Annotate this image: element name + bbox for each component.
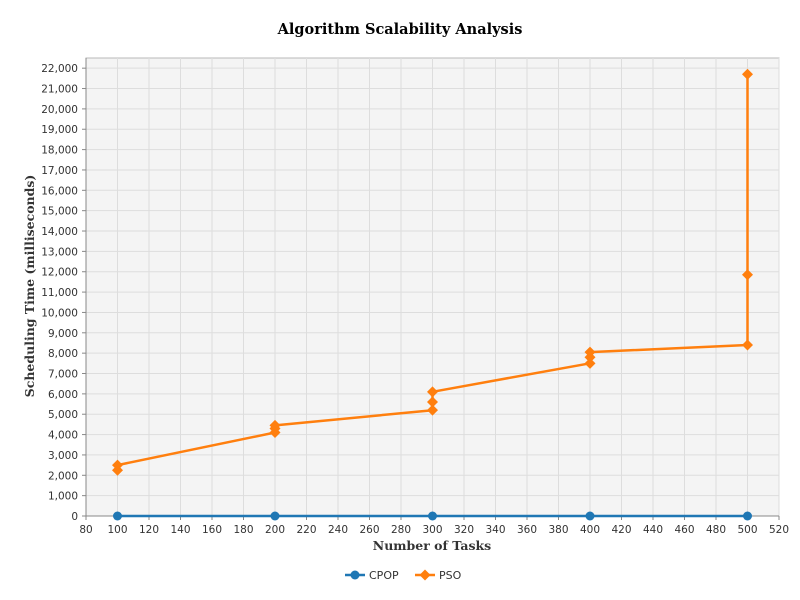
x-tick-label: 100 — [107, 524, 127, 536]
data-point — [270, 511, 280, 521]
x-tick-label: 520 — [769, 524, 789, 536]
x-tick-label: 140 — [170, 524, 190, 536]
x-tick-label: 260 — [359, 524, 379, 536]
legend-marker — [419, 569, 431, 581]
data-point — [112, 459, 123, 471]
legend-item-pso: PSO — [415, 569, 462, 582]
x-tick-label: 460 — [674, 524, 694, 536]
x-tick-label: 480 — [706, 524, 726, 536]
data-point — [428, 511, 437, 521]
series — [112, 68, 753, 521]
x-tick-label: 320 — [454, 524, 474, 536]
y-tick-label: 14,000 — [41, 226, 78, 238]
x-tick-label: 80 — [79, 524, 92, 536]
y-tick-label: 20,000 — [41, 104, 78, 116]
x-tick-label: 300 — [422, 524, 442, 536]
x-tick-label: 420 — [611, 524, 631, 536]
legend: CPOP PSO — [345, 569, 462, 582]
y-tick-label: 4,000 — [48, 430, 78, 442]
y-tick-label: 1,000 — [48, 491, 78, 503]
x-axis-label: Number of Tasks — [373, 538, 491, 553]
x-tick-label: 220 — [296, 524, 316, 536]
data-point — [584, 346, 596, 358]
data-point — [269, 419, 281, 431]
legend-label: CPOP — [369, 569, 399, 582]
y-tick-label: 19,000 — [41, 124, 78, 136]
y-tick-label: 18,000 — [41, 145, 78, 157]
series-pso — [112, 68, 753, 476]
y-tick-label: 8,000 — [48, 348, 78, 360]
y-tick-label: 2,000 — [48, 470, 78, 482]
y-tick-label: 5,000 — [48, 409, 78, 421]
x-tick-label: 200 — [265, 524, 285, 536]
data-point — [585, 511, 595, 521]
data-point — [427, 386, 438, 398]
y-tick-label: 13,000 — [41, 246, 78, 258]
y-tick-label: 17,000 — [41, 165, 78, 177]
legend-item-cpop: CPOP — [345, 569, 399, 582]
x-tick-label: 160 — [202, 524, 222, 536]
y-tick-label: 11,000 — [41, 287, 78, 299]
data-point — [113, 511, 122, 521]
y-tick-label: 12,000 — [41, 267, 78, 279]
x-tick-label: 360 — [517, 524, 537, 536]
y-tick-label: 21,000 — [41, 84, 78, 96]
y-tick-label: 7,000 — [48, 369, 78, 381]
data-point — [584, 357, 596, 369]
x-tick-label: 280 — [391, 524, 411, 536]
y-tick-label: 9,000 — [48, 328, 78, 340]
y-tick-label: 16,000 — [41, 185, 78, 197]
data-point — [427, 396, 438, 408]
y-tick-label: 6,000 — [48, 389, 78, 401]
chart-title: Algorithm Scalability Analysis — [277, 21, 523, 38]
x-tick-label: 120 — [139, 524, 159, 536]
y-axis-ticks: 0 1,000 2,000 3,000 4,000 5,000 6,000 7,000 8,00… — [41, 63, 86, 523]
series-cpop — [113, 511, 752, 521]
x-tick-label: 240 — [328, 524, 348, 536]
x-tick-label: 500 — [737, 524, 757, 536]
x-axis-ticks: 80 100 120 140 160 180 200 220 240 260 280 300 320 34… — [79, 516, 789, 536]
x-tick-label: 340 — [485, 524, 505, 536]
y-tick-label: 15,000 — [41, 206, 78, 218]
data-point — [742, 339, 753, 351]
data-point — [742, 269, 753, 281]
x-tick-label: 180 — [233, 524, 253, 536]
y-tick-label: 22,000 — [41, 63, 78, 75]
y-tick-label: 0 — [71, 511, 78, 523]
data-point — [742, 68, 753, 80]
data-point — [427, 404, 438, 416]
y-axis-label: Scheduling Time (milliseconds) — [22, 175, 37, 398]
y-tick-label: 3,000 — [48, 450, 78, 462]
x-tick-label: 380 — [548, 524, 568, 536]
x-tick-label: 440 — [643, 524, 663, 536]
legend-label: PSO — [439, 569, 462, 582]
data-point — [743, 511, 752, 521]
legend-marker — [350, 570, 360, 580]
x-tick-label: 400 — [580, 524, 600, 536]
y-tick-label: 10,000 — [41, 307, 78, 319]
